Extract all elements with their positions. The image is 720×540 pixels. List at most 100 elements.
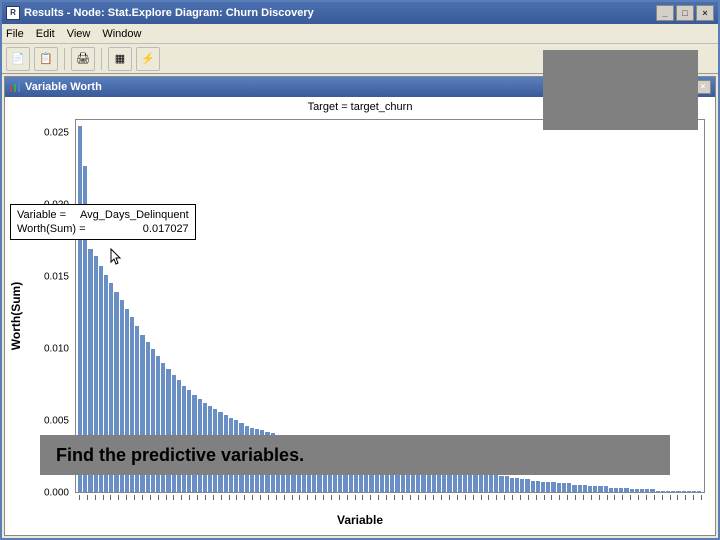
x-tick (205, 495, 206, 500)
x-tick (299, 495, 300, 500)
x-tick (693, 495, 694, 500)
bar[interactable] (536, 481, 540, 492)
maximize-button[interactable]: □ (676, 5, 694, 21)
x-tick (236, 495, 237, 500)
print-icon[interactable]: 🖨 (71, 47, 95, 71)
bar[interactable] (567, 483, 571, 492)
bar[interactable] (671, 491, 675, 492)
app-icon: R (6, 6, 20, 20)
bar[interactable] (640, 489, 644, 492)
bar[interactable] (666, 491, 670, 492)
bar[interactable] (588, 486, 592, 492)
x-tick (457, 495, 458, 500)
x-tick (370, 495, 371, 500)
bar[interactable] (687, 491, 691, 492)
x-tick (591, 495, 592, 500)
menu-file[interactable]: File (6, 28, 24, 40)
x-tick (260, 495, 261, 500)
y-tick-label: 0.015 (44, 272, 69, 283)
bar[interactable] (510, 478, 514, 492)
x-tick (654, 495, 655, 500)
x-tick (268, 495, 269, 500)
bar[interactable] (692, 491, 696, 492)
bar[interactable] (598, 486, 602, 492)
y-axis-label: Worth(Sum) (9, 282, 23, 350)
x-tick (607, 495, 608, 500)
x-tick (95, 495, 96, 500)
bar[interactable] (551, 482, 555, 492)
bar[interactable] (630, 489, 634, 492)
data-tooltip: Variable = Avg_Days_Delinquent Worth(Sum… (10, 204, 196, 240)
x-tick (331, 495, 332, 500)
x-tick (630, 495, 631, 500)
menu-bar: File Edit View Window (2, 24, 718, 44)
bar[interactable] (619, 488, 623, 492)
bar[interactable] (572, 485, 576, 492)
table-icon[interactable]: ▦ (108, 47, 132, 71)
bar[interactable] (661, 491, 665, 492)
bar[interactable] (525, 479, 529, 492)
x-tick (173, 495, 174, 500)
x-tick (79, 495, 80, 500)
bar[interactable] (656, 491, 660, 492)
toolbar-separator (101, 48, 102, 70)
bar[interactable] (604, 486, 608, 492)
bar[interactable] (494, 475, 498, 492)
x-tick (394, 495, 395, 500)
x-tick (425, 495, 426, 500)
bar[interactable] (650, 489, 654, 492)
x-tick (158, 495, 159, 500)
bar[interactable] (697, 491, 701, 492)
x-tick (599, 495, 600, 500)
bar[interactable] (515, 478, 519, 492)
bar[interactable] (541, 482, 545, 492)
run-icon[interactable]: ⚡ (136, 47, 160, 71)
bar[interactable] (562, 483, 566, 492)
close-button[interactable]: × (696, 5, 714, 21)
text-doc-icon[interactable]: 📄 (6, 47, 30, 71)
tooltip-worth-value: 0.017027 (143, 222, 189, 236)
bar[interactable] (546, 482, 550, 492)
bar[interactable] (531, 481, 535, 492)
x-tick (284, 495, 285, 500)
chart-icon (9, 81, 21, 93)
bar[interactable] (624, 488, 628, 492)
menu-window[interactable]: Window (102, 28, 141, 40)
x-tick (292, 495, 293, 500)
menu-view[interactable]: View (67, 28, 91, 40)
x-tick (685, 495, 686, 500)
bar[interactable] (583, 485, 587, 492)
bar[interactable] (645, 489, 649, 492)
bar[interactable] (593, 486, 597, 492)
bar[interactable] (479, 473, 483, 492)
x-tick (567, 495, 568, 500)
x-tick (110, 495, 111, 500)
overlay-churn (543, 50, 698, 130)
bar[interactable] (578, 485, 582, 492)
bar[interactable] (609, 488, 613, 492)
minimize-button[interactable]: _ (656, 5, 674, 21)
bar[interactable] (676, 491, 680, 492)
x-tick (614, 495, 615, 500)
title-bar[interactable]: R Results - Node: Stat.Explore Diagram: … (2, 2, 718, 24)
x-tick (662, 495, 663, 500)
menu-edit[interactable]: Edit (36, 28, 55, 40)
copy-icon[interactable]: 📋 (34, 47, 58, 71)
x-tick (229, 495, 230, 500)
bar[interactable] (614, 488, 618, 492)
x-tick (701, 495, 702, 500)
bar[interactable] (682, 491, 686, 492)
bar[interactable] (505, 476, 509, 492)
y-tick-label: 0.000 (44, 488, 69, 499)
x-tick (544, 495, 545, 500)
bar[interactable] (557, 483, 561, 492)
bar[interactable] (635, 489, 639, 492)
x-tick (118, 495, 119, 500)
bar[interactable] (489, 475, 493, 492)
x-tick (150, 495, 151, 500)
bar[interactable] (499, 476, 503, 492)
bar[interactable] (520, 479, 524, 492)
bar[interactable] (484, 473, 488, 492)
tooltip-worth-label: Worth(Sum) = (17, 222, 86, 236)
tooltip-var-label: Variable = (17, 208, 66, 222)
